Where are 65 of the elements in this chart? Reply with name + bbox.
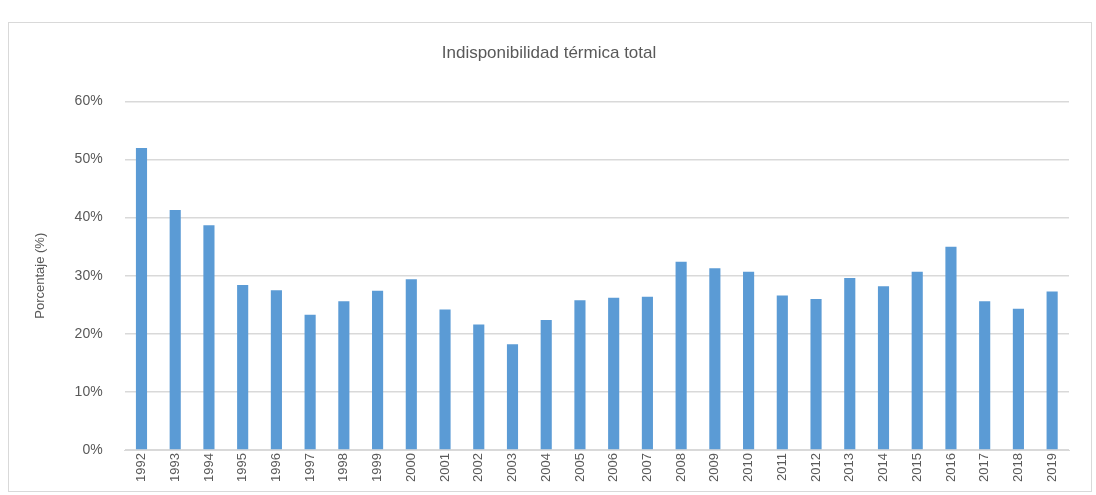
x-tick-label: 2006 xyxy=(605,453,621,482)
x-tick-label: 1996 xyxy=(267,453,283,482)
x-tick-label: 2015 xyxy=(908,453,924,482)
bar xyxy=(641,296,653,450)
x-tick-label: 2019 xyxy=(1043,453,1059,482)
x-tick-label: 2001 xyxy=(436,453,452,482)
bar xyxy=(169,210,181,450)
bar xyxy=(270,290,282,450)
y-tick-label: 10% xyxy=(74,382,103,399)
y-axis-title: Porcentaje (%) xyxy=(32,232,48,319)
bar xyxy=(473,324,485,450)
x-tick-label: 2016 xyxy=(942,453,958,482)
bar xyxy=(810,298,822,450)
bar xyxy=(506,344,519,450)
x-tick-label: 1995 xyxy=(234,453,250,482)
bar xyxy=(237,285,249,450)
bar xyxy=(439,309,451,450)
bar xyxy=(945,246,957,450)
bar xyxy=(709,268,721,450)
y-tick-label: 20% xyxy=(74,324,103,341)
x-tick-label: 2013 xyxy=(841,453,857,482)
x-tick-label: 2012 xyxy=(807,453,823,482)
y-tick-label: 50% xyxy=(74,150,103,167)
y-tick-label: 60% xyxy=(74,92,103,109)
bar xyxy=(776,295,788,450)
x-tick-label: 2009 xyxy=(706,453,722,482)
x-tick-label: 2007 xyxy=(638,453,654,482)
x-tick-label: 2018 xyxy=(1009,453,1025,482)
bar xyxy=(135,147,148,450)
x-tick-label: 1999 xyxy=(369,453,385,482)
x-tick-label: 1993 xyxy=(166,453,182,482)
x-tick-label: 2005 xyxy=(571,453,587,482)
bar xyxy=(405,279,417,450)
bar xyxy=(743,271,755,450)
y-tick-label: 40% xyxy=(74,208,103,225)
chart-title: Indisponibilidad térmica total xyxy=(441,42,657,62)
bar xyxy=(1046,291,1058,450)
bar xyxy=(608,297,620,450)
bar xyxy=(675,261,687,450)
bar xyxy=(203,225,215,450)
x-tick-label: 2000 xyxy=(402,453,418,482)
bar xyxy=(304,314,316,450)
y-tick-label: 30% xyxy=(74,266,103,283)
bar xyxy=(911,271,923,450)
x-tick-label: 2014 xyxy=(875,453,891,482)
x-tick-label: 2002 xyxy=(470,453,486,482)
y-tick-label: 0% xyxy=(82,440,103,457)
x-tick-label: 1992 xyxy=(133,453,149,482)
x-tick-label: 2003 xyxy=(504,453,520,482)
x-tick-label: 2004 xyxy=(537,453,553,482)
bar xyxy=(1012,308,1024,450)
x-tick-label: 1997 xyxy=(301,453,317,482)
bar xyxy=(574,300,586,450)
bar xyxy=(979,301,991,450)
bar xyxy=(338,301,350,450)
x-tick-label: 1998 xyxy=(335,453,351,482)
bar xyxy=(540,319,552,450)
bar xyxy=(844,278,856,450)
bar xyxy=(877,286,890,450)
x-tick-label: 2010 xyxy=(740,453,756,482)
bar xyxy=(372,290,384,450)
x-tick-label: 1994 xyxy=(200,453,216,482)
x-tick-label: 2011 xyxy=(773,453,789,482)
x-tick-label: 2008 xyxy=(672,453,688,482)
x-tick-label: 2017 xyxy=(976,453,992,482)
